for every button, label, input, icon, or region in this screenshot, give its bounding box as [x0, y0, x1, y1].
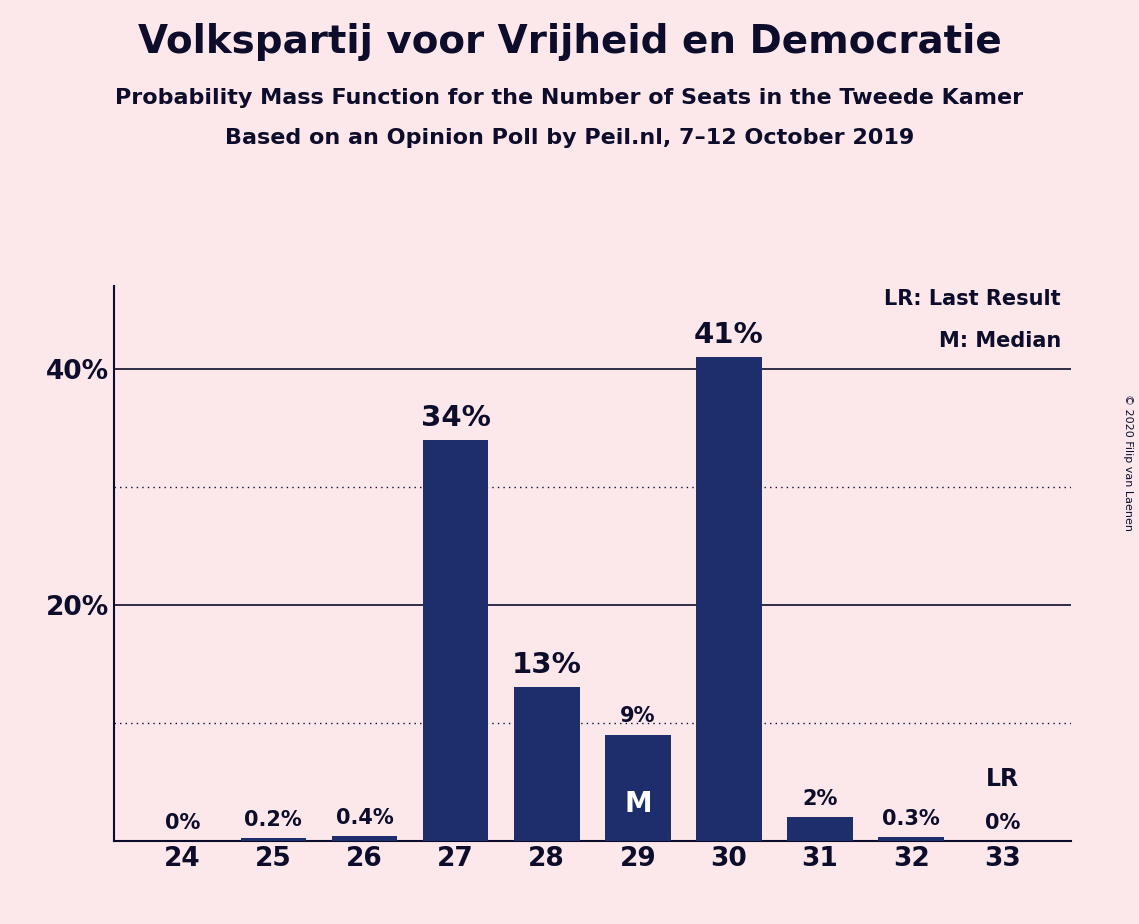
- Text: Based on an Opinion Poll by Peil.nl, 7–12 October 2019: Based on an Opinion Poll by Peil.nl, 7–1…: [224, 128, 915, 148]
- Text: 34%: 34%: [420, 404, 491, 432]
- Text: M: M: [624, 790, 652, 818]
- Bar: [787, 817, 853, 841]
- Bar: [240, 838, 306, 841]
- Text: 0.4%: 0.4%: [336, 808, 393, 828]
- Bar: [696, 358, 762, 841]
- Bar: [605, 735, 671, 841]
- Text: 0.2%: 0.2%: [245, 810, 302, 831]
- Bar: [878, 837, 944, 841]
- Text: 9%: 9%: [620, 707, 656, 726]
- Text: 0.3%: 0.3%: [883, 809, 940, 829]
- Text: Probability Mass Function for the Number of Seats in the Tweede Kamer: Probability Mass Function for the Number…: [115, 88, 1024, 108]
- Text: 0%: 0%: [164, 812, 200, 833]
- Text: 2%: 2%: [802, 789, 838, 809]
- Text: 13%: 13%: [511, 651, 582, 679]
- Text: 41%: 41%: [694, 321, 764, 349]
- Bar: [423, 440, 489, 841]
- Text: LR: Last Result: LR: Last Result: [885, 289, 1062, 310]
- Text: © 2020 Filip van Laenen: © 2020 Filip van Laenen: [1123, 394, 1133, 530]
- Text: Volkspartij voor Vrijheid en Democratie: Volkspartij voor Vrijheid en Democratie: [138, 23, 1001, 61]
- Text: 0%: 0%: [984, 812, 1021, 833]
- Text: M: Median: M: Median: [939, 331, 1062, 351]
- Bar: [331, 836, 398, 841]
- Text: LR: LR: [985, 767, 1019, 791]
- Bar: [514, 687, 580, 841]
